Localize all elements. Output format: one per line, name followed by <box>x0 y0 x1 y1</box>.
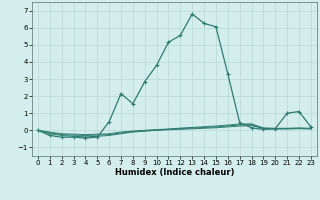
X-axis label: Humidex (Indice chaleur): Humidex (Indice chaleur) <box>115 168 234 177</box>
